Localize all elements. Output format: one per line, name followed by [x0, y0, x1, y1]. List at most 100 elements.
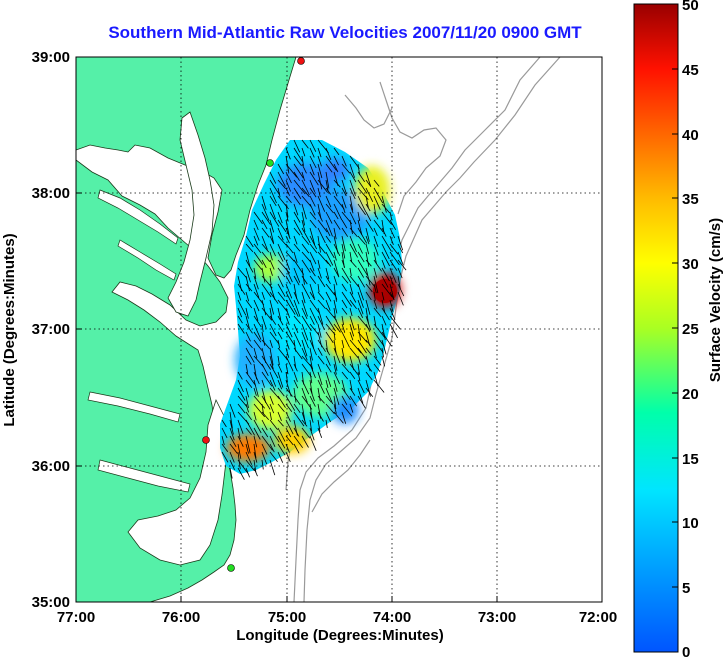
current-vector	[341, 395, 348, 405]
current-vector	[237, 451, 241, 470]
current-vector	[325, 419, 328, 428]
current-vector	[309, 315, 315, 325]
current-vector	[301, 171, 305, 182]
current-vector	[245, 403, 249, 413]
current-vector	[309, 275, 317, 285]
current-vector	[237, 467, 245, 480]
current-vector	[253, 411, 257, 421]
current-vector	[333, 307, 336, 318]
current-vector	[261, 371, 273, 387]
current-vector	[341, 227, 349, 237]
current-vector	[245, 315, 250, 329]
current-vector	[325, 331, 334, 344]
current-vector	[389, 235, 394, 245]
current-vector	[365, 299, 371, 315]
current-vector	[269, 403, 275, 414]
current-vector	[333, 211, 339, 220]
current-vector	[285, 179, 291, 192]
current-vector	[333, 267, 340, 278]
current-vector	[333, 403, 337, 414]
current-vector	[293, 371, 298, 382]
current-vector	[229, 435, 237, 447]
current-vector	[309, 251, 317, 265]
current-vector	[341, 235, 346, 252]
current-vector	[277, 371, 284, 388]
current-vector	[309, 355, 314, 372]
current-vector	[245, 347, 255, 363]
current-vector	[309, 331, 315, 349]
current-vector	[269, 387, 280, 400]
current-vector	[325, 195, 332, 208]
current-vector	[261, 451, 268, 465]
current-vector	[365, 315, 372, 331]
current-vector	[261, 195, 267, 210]
current-vector	[349, 195, 354, 211]
y-tick-label: 35:00	[32, 594, 70, 611]
current-vector	[277, 363, 283, 373]
current-vector	[357, 179, 368, 194]
current-vector	[245, 435, 251, 454]
current-vector	[229, 451, 235, 463]
current-vector	[285, 315, 290, 325]
current-vector	[325, 355, 331, 366]
current-vector	[365, 267, 371, 286]
current-vector	[293, 283, 298, 299]
current-vector	[349, 235, 357, 253]
current-vector	[285, 403, 293, 413]
current-vector	[237, 395, 248, 408]
current-vector	[301, 195, 312, 207]
current-vector	[301, 315, 312, 332]
current-vector	[333, 275, 338, 286]
current-vector	[365, 387, 374, 397]
current-vector	[397, 243, 404, 254]
current-vector	[253, 459, 257, 473]
current-vector	[349, 307, 353, 317]
current-vector	[269, 315, 277, 325]
current-vector	[301, 235, 310, 245]
current-vector	[309, 323, 320, 336]
current-vector	[285, 387, 293, 397]
current-vector	[333, 187, 338, 197]
colorbar-tick-label: 10	[682, 515, 699, 532]
current-vector	[373, 379, 385, 393]
current-vector	[357, 331, 368, 343]
current-vector	[301, 147, 306, 157]
current-vector	[261, 363, 269, 376]
current-vector	[269, 259, 275, 270]
current-vector	[309, 235, 318, 250]
current-vector	[293, 187, 302, 200]
current-vector	[349, 339, 362, 354]
current-vector	[381, 347, 384, 358]
y-tick-label: 38:00	[32, 185, 70, 202]
current-vector	[301, 211, 305, 226]
river-inlet	[97, 189, 179, 245]
current-vector	[389, 299, 394, 312]
current-vector	[245, 243, 254, 253]
current-vector	[333, 147, 340, 156]
current-vector	[373, 283, 377, 294]
current-vector	[309, 219, 317, 229]
current-vector	[277, 379, 283, 390]
current-vector	[357, 219, 363, 235]
current-vector	[333, 363, 337, 375]
current-vector	[253, 219, 259, 231]
current-vector	[349, 179, 356, 196]
current-vector	[253, 443, 257, 459]
current-vector	[317, 363, 322, 373]
current-vector	[293, 155, 302, 167]
current-vector	[293, 387, 297, 403]
current-vector	[341, 179, 347, 195]
current-vector	[325, 347, 331, 356]
current-vector	[277, 411, 282, 421]
current-vector	[349, 163, 355, 178]
current-vector	[357, 299, 364, 315]
current-vector	[309, 243, 318, 254]
current-vector	[365, 275, 376, 288]
current-vector	[261, 251, 271, 263]
current-vector	[253, 395, 266, 409]
current-vector	[333, 291, 338, 300]
current-vector	[245, 371, 256, 386]
current-vector	[277, 251, 284, 262]
current-vector	[277, 259, 291, 274]
current-vector	[333, 155, 339, 166]
